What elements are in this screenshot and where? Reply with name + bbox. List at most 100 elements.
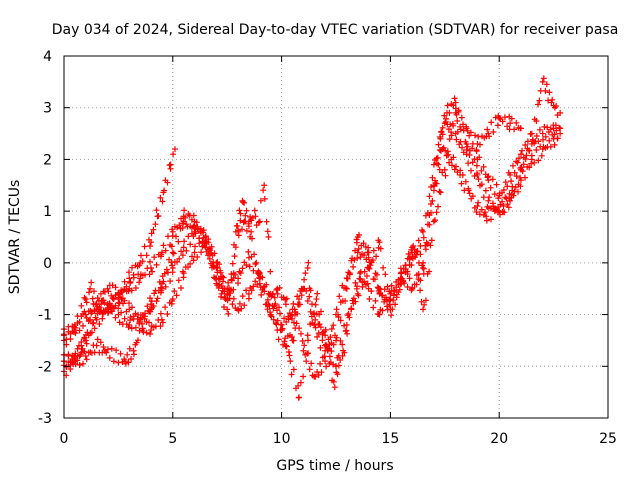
data-point [420,265,427,272]
data-point [269,290,276,297]
x-tick-label: 0 [60,431,69,447]
data-point [202,239,209,246]
data-point [311,373,318,380]
data-point [282,342,289,349]
data-point [180,244,187,251]
data-point [248,228,255,235]
data-point [463,125,470,132]
data-point [191,249,198,256]
data-point [87,316,94,323]
data-point [420,306,427,313]
data-point [333,363,339,370]
data-point [528,140,535,147]
data-point-path [61,95,561,360]
data-point [463,140,470,147]
data-point [463,151,470,158]
data-point [528,130,535,137]
data-point [376,311,383,318]
data-point [517,177,524,184]
data-point [137,259,144,266]
data-point [265,301,272,308]
data-point [437,135,444,142]
data-point [376,239,383,246]
data-point [256,280,263,287]
data-point [304,332,311,339]
data-point [528,156,535,163]
data-point [104,285,111,292]
data-point [137,316,144,323]
x-tick-label: 20 [490,431,508,447]
data-point [169,265,176,272]
data-point [420,228,427,235]
data-point [474,140,481,147]
y-tick-label: 3 [43,101,52,117]
data-point [313,296,320,303]
data-point [148,239,155,246]
data-point [557,130,564,137]
data-point [137,275,144,282]
data-point [517,125,524,132]
data-point [256,275,263,282]
data-point [282,301,289,308]
data-point [115,311,122,318]
data-point [439,146,446,153]
data-point [485,197,492,204]
data-point [500,202,507,209]
data-point [354,249,361,256]
data-point [148,327,155,334]
data-point [104,301,111,308]
x-tick-label: 15 [381,431,399,447]
data-point [376,290,383,297]
data-point [180,270,187,277]
data-point [82,296,89,303]
data-point [93,342,100,349]
data-point [452,130,459,137]
x-tick-label: 25 [599,431,617,447]
data-point [496,115,503,122]
data-point [121,358,128,365]
data-point [169,249,176,256]
axis-ticks: 0 5 10 15 20 25 -3 -2 -1 0 1 2 3 4 [38,49,617,447]
data-point [287,358,294,365]
data-point-path [61,151,177,370]
data-point [354,234,361,240]
data-point [180,218,187,225]
data-point [474,171,481,178]
data-point [289,306,296,313]
x-axis-label: GPS time / hours [276,458,393,474]
data-point [548,99,555,106]
data-point [278,321,285,328]
data-point [126,306,133,313]
data-point [154,213,161,220]
data-point [304,265,311,272]
data-point [93,301,100,308]
data-point [430,182,437,189]
data-point [300,285,307,292]
y-axis-label: SDTVAR / TECUs [7,180,23,295]
data-point [300,347,307,354]
data-point [333,311,339,318]
data-point [245,254,252,261]
data-point [343,321,350,328]
series-day-2 [61,95,564,360]
y-tick-label: -2 [38,359,52,375]
data-point [115,290,122,297]
data-point [507,171,514,178]
data-point [245,218,252,225]
data-point [213,259,220,266]
data-point [265,234,272,240]
data-point [169,228,176,235]
y-tick-label: 2 [43,152,52,168]
data-point [457,171,464,178]
data-point [235,275,242,282]
data-point [71,358,78,365]
data-point [539,130,546,137]
data-point [161,187,168,194]
data-point [517,166,524,173]
data-point [87,285,94,292]
data-point [409,285,416,292]
data-point [167,161,174,168]
data-point [430,187,437,194]
data-point [171,146,178,153]
